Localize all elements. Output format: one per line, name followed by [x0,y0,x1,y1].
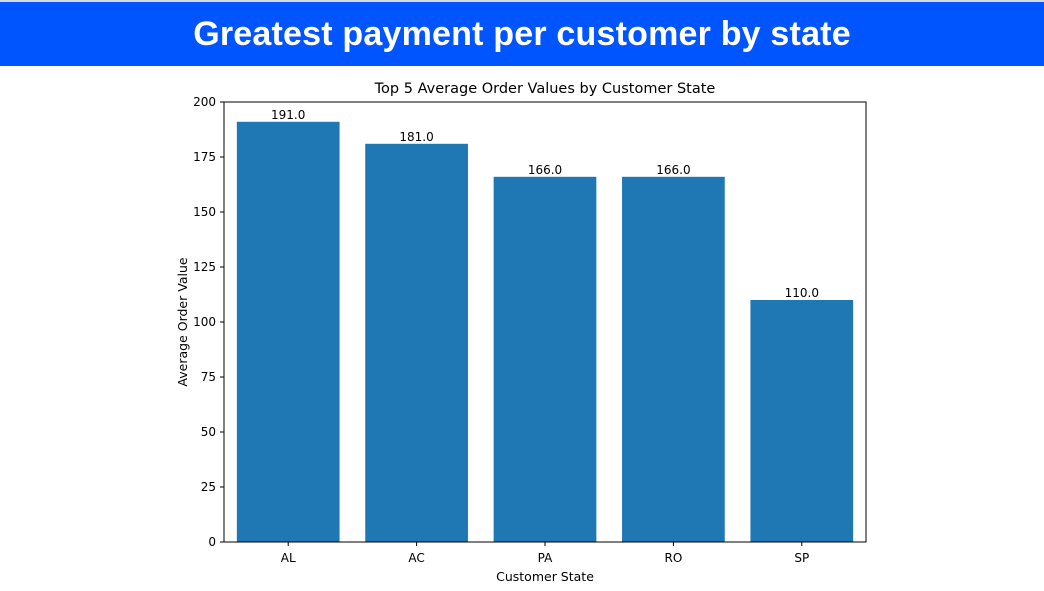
y-tick-label: 100 [193,315,216,329]
x-tick-label: AC [408,551,424,565]
y-tick-label: 0 [208,535,216,549]
y-tick-label: 175 [193,150,216,164]
page-title: Greatest payment per customer by state [193,14,851,53]
top-border [0,0,1044,2]
header-banner: Greatest payment per customer by state [0,2,1044,66]
x-tick-label: AL [281,551,296,565]
bar-pa [493,176,597,543]
y-tick-label: 200 [193,95,216,109]
y-tick-label: 125 [193,260,216,274]
x-axis-label: Customer State [496,569,594,584]
x-tick-label: PA [538,551,553,565]
x-tick-label: RO [665,551,683,565]
data-label-al: 191.0 [271,108,305,122]
chart-title: Top 5 Average Order Values by Customer S… [374,81,716,97]
bar-ro [622,176,725,543]
data-label-ro: 166.0 [656,163,690,177]
y-tick-label: 150 [193,205,216,219]
data-label-pa: 166.0 [528,163,562,177]
y-tick-label: 75 [201,370,216,384]
plot-frame [223,101,867,543]
y-tick-label: 50 [201,425,216,439]
data-label-sp: 110.0 [785,286,819,300]
y-axis-label: Average Order Value [175,257,190,386]
x-tick-label: SP [794,551,809,565]
plot-area: 191.0 AL 181.0 AC 166.0 PA 166.0 RO 110.0 SP 0 25 50… [193,95,867,565]
bar-ac [365,143,468,543]
y-tick-label: 25 [201,480,216,494]
data-label-ac: 181.0 [399,130,433,144]
bar-al [236,121,340,543]
bar-sp [750,300,854,542]
